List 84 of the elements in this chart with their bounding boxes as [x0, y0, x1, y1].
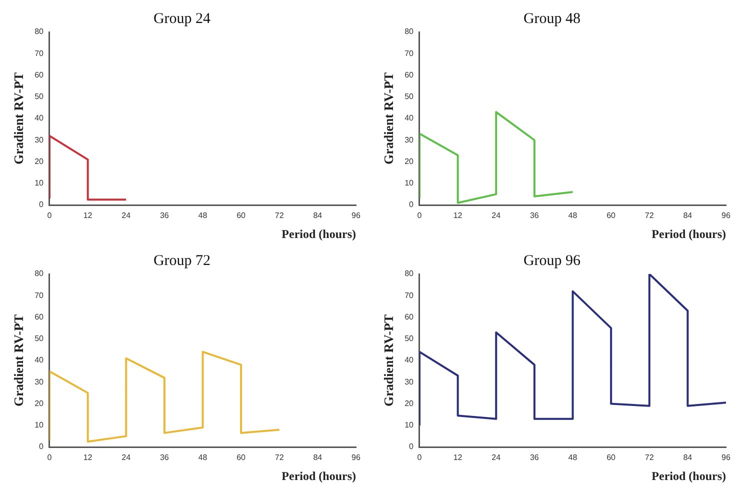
x-axis-title: Period (hours) [282, 468, 356, 483]
x-tick-label: 12 [83, 453, 93, 462]
x-tick-label: 24 [492, 453, 502, 462]
y-tick-label: 30 [404, 377, 414, 386]
y-axis-title: Gradient RV-PT [381, 314, 396, 407]
chart-title: Group 96 [523, 252, 582, 269]
y-tick-label: 60 [404, 70, 414, 80]
y-tick-label: 60 [34, 70, 44, 80]
y-tick-label: 40 [404, 114, 414, 123]
y-tick-label: 50 [404, 92, 414, 102]
chart-title: Group 24 [153, 10, 212, 27]
chart-title: Group 72 [153, 252, 211, 269]
y-tick-label: 40 [34, 356, 44, 365]
y-tick-label: 80 [34, 269, 44, 278]
y-tick-label: 0 [39, 200, 44, 210]
x-tick-label: 96 [352, 211, 361, 220]
y-tick-label: 40 [34, 114, 44, 123]
x-tick-label: 36 [160, 211, 170, 220]
x-tick-label: 36 [530, 211, 540, 220]
x-tick-label: 60 [606, 453, 616, 462]
x-tick-label: 96 [722, 211, 731, 220]
y-tick-label: 30 [34, 377, 44, 386]
y-tick-label: 40 [404, 356, 414, 365]
x-tick-label: 84 [313, 453, 323, 462]
x-tick-label: 36 [530, 453, 540, 462]
y-tick-label: 70 [404, 48, 414, 58]
y-tick-label: 0 [409, 442, 414, 452]
x-axis-title: Period (hours) [652, 226, 726, 241]
x-tick-label: 48 [568, 453, 578, 462]
y-axis-title: Gradient RV-PT [11, 314, 26, 407]
y-tick-label: 20 [404, 398, 414, 408]
x-tick-label: 12 [83, 211, 93, 220]
x-tick-label: 96 [722, 453, 731, 462]
x-tick-label: 12 [453, 211, 463, 220]
y-tick-label: 20 [34, 156, 44, 166]
y-tick-label: 50 [34, 92, 44, 102]
x-tick-label: 48 [568, 211, 578, 220]
x-tick-label: 72 [644, 453, 654, 462]
y-tick-label: 0 [39, 442, 44, 452]
x-tick-label: 24 [122, 453, 132, 462]
y-tick-label: 70 [34, 48, 44, 58]
x-tick-label: 84 [683, 453, 693, 462]
y-tick-label: 50 [404, 334, 414, 344]
x-tick-label: 12 [453, 453, 463, 462]
x-tick-label: 0 [47, 453, 52, 462]
x-tick-label: 48 [198, 211, 208, 220]
y-axis-title: Gradient RV-PT [11, 72, 26, 165]
y-tick-label: 30 [404, 135, 414, 144]
x-tick-label: 60 [236, 453, 246, 462]
x-tick-label: 36 [160, 453, 170, 462]
y-tick-label: 10 [34, 178, 44, 188]
y-tick-label: 70 [404, 290, 414, 300]
y-tick-label: 70 [34, 290, 44, 300]
x-tick-label: 96 [352, 453, 361, 462]
y-tick-label: 10 [34, 420, 44, 430]
x-tick-label: 72 [274, 453, 284, 462]
x-axis-title: Period (hours) [282, 226, 356, 241]
y-tick-label: 50 [34, 334, 44, 344]
y-tick-label: 10 [404, 178, 414, 188]
x-tick-label: 60 [606, 211, 616, 220]
y-tick-label: 60 [34, 312, 44, 322]
x-tick-label: 60 [236, 211, 246, 220]
y-tick-label: 60 [404, 312, 414, 322]
y-tick-label: 80 [404, 269, 414, 278]
x-tick-label: 0 [417, 453, 422, 462]
x-tick-label: 84 [313, 211, 323, 220]
y-tick-label: 30 [34, 135, 44, 144]
y-tick-label: 10 [404, 420, 414, 430]
x-tick-label: 84 [683, 211, 693, 220]
x-axis-title: Period (hours) [652, 468, 726, 483]
y-tick-label: 20 [404, 156, 414, 166]
x-tick-label: 0 [47, 211, 52, 220]
x-tick-label: 0 [417, 211, 422, 220]
chart-title: Group 48 [523, 10, 581, 27]
y-tick-label: 80 [404, 27, 414, 36]
y-tick-label: 80 [34, 27, 44, 36]
y-axis-title: Gradient RV-PT [381, 72, 396, 165]
x-tick-label: 72 [644, 211, 654, 220]
y-tick-label: 20 [34, 398, 44, 408]
x-tick-label: 24 [492, 211, 502, 220]
x-tick-label: 24 [122, 211, 132, 220]
x-tick-label: 48 [198, 453, 208, 462]
x-tick-label: 72 [274, 211, 284, 220]
y-tick-label: 0 [409, 200, 414, 210]
